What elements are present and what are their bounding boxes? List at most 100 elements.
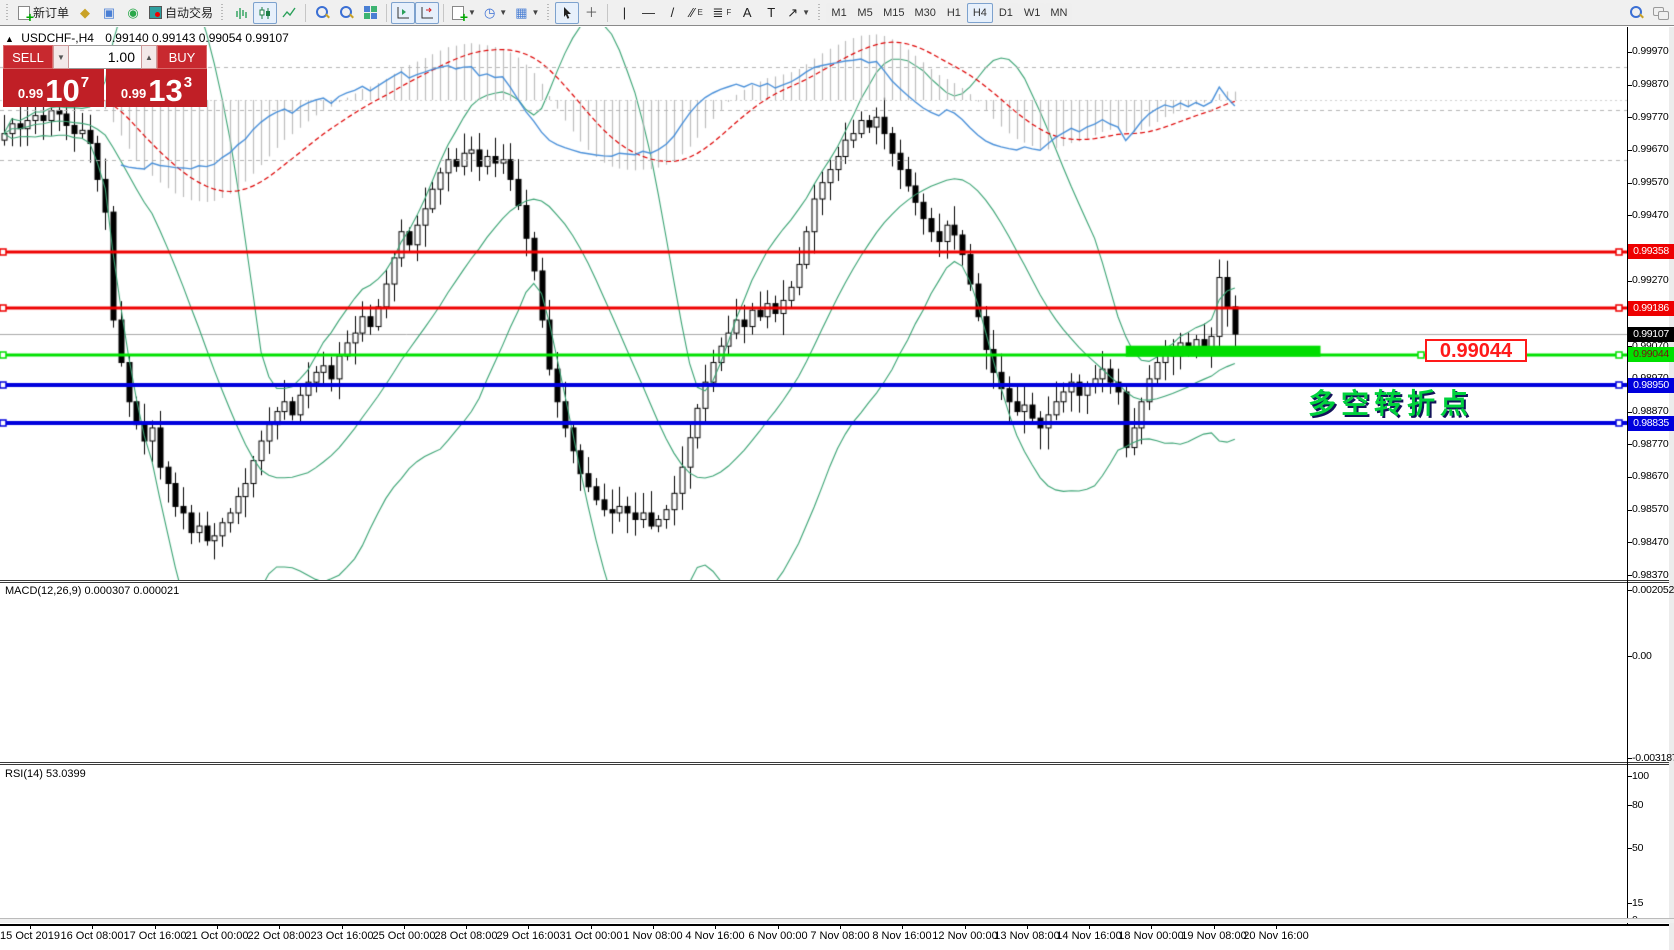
text-tool-button[interactable]: A <box>735 2 759 24</box>
horizontal-line-tool-button[interactable]: — <box>636 2 660 24</box>
timeframe-d1-button[interactable]: D1 <box>992 2 1019 23</box>
buy-button[interactable]: BUY <box>157 45 207 69</box>
timeframe-m30-button[interactable]: M30 <box>909 2 941 23</box>
clock-icon: ◷ <box>483 5 496 20</box>
sell-button[interactable]: SELL <box>3 45 53 69</box>
cursor-tool-button[interactable] <box>555 1 580 24</box>
toolbar-grip[interactable] <box>818 3 823 22</box>
timeframe-h4-button[interactable]: H4 <box>966 2 993 23</box>
new-order-button[interactable]: 新订单 <box>14 2 73 25</box>
toolbar-grip[interactable] <box>547 3 552 22</box>
price-tick-label: 0.99770 <box>1632 111 1669 123</box>
zoom-out-button[interactable] <box>334 2 358 24</box>
timeframe-mn-button[interactable]: MN <box>1045 2 1073 23</box>
price-tick-label: 0.98770 <box>1632 438 1669 450</box>
indicators-icon <box>452 5 468 25</box>
price-tick <box>1627 215 1632 216</box>
chart-window[interactable]: ▲ USDCHF-,H4 0.99140 0.99143 0.99054 0.9… <box>0 27 1674 950</box>
auto-scroll-button[interactable] <box>415 1 440 24</box>
arrows-tool-button[interactable]: ↗ ▼ <box>783 2 814 24</box>
monitor-icon: ▣ <box>102 5 116 20</box>
time-tick <box>653 925 654 929</box>
macd-tick-label: -0.003187 <box>1632 751 1674 764</box>
rsi-tick-label: 100 <box>1632 769 1649 782</box>
rsi-canvas[interactable] <box>0 27 1627 185</box>
trendline-tool-button[interactable]: / <box>660 2 684 24</box>
time-label: 13 Nov 08:00 <box>994 930 1060 942</box>
price-tick-label: 0.98570 <box>1632 503 1669 515</box>
panel-divider[interactable] <box>0 580 1674 581</box>
signal-globe-button[interactable]: ◉ <box>121 2 145 24</box>
candlestick-chart-button[interactable] <box>253 1 278 24</box>
panel-divider[interactable] <box>0 762 1674 763</box>
text-label-tool-button[interactable]: T <box>759 2 783 24</box>
timeframe-m5-button[interactable]: M5 <box>852 2 879 23</box>
zoom-in-button[interactable] <box>310 2 334 24</box>
collapse-panel-icon[interactable]: ▲ <box>5 34 14 44</box>
time-label: 25 Oct 00:00 <box>372 930 436 942</box>
timeframe-w1-button[interactable]: W1 <box>1018 2 1046 23</box>
new-order-label: 新订单 <box>33 6 70 20</box>
price-tick-label: 0.98370 <box>1632 569 1669 581</box>
search-button[interactable] <box>1624 2 1648 24</box>
line-chart-button[interactable] <box>277 2 301 24</box>
timeframe-h1-button[interactable]: H1 <box>940 2 967 23</box>
indicators-button[interactable]: ▼ <box>448 2 480 25</box>
volume-decrease-button[interactable]: ▼ <box>53 45 69 69</box>
time-tick <box>279 925 280 929</box>
time-tick <box>1276 925 1277 929</box>
time-label: 20 Nov 16:00 <box>1243 930 1309 942</box>
rsi-tick <box>1627 848 1632 849</box>
gold-ingot-button[interactable]: ◆ <box>73 2 97 24</box>
time-label: 19 Nov 08:00 <box>1181 930 1247 942</box>
sell-price-prefix: 0.99 <box>17 86 44 101</box>
chat-button[interactable] <box>1648 2 1672 24</box>
chart-header: ▲ USDCHF-,H4 0.99140 0.99143 0.99054 0.9… <box>5 31 289 45</box>
candlestick-chart-icon <box>259 6 271 19</box>
chevron-down-icon: ▼ <box>531 8 540 17</box>
autotrading-button[interactable]: 自动交易 <box>145 2 217 24</box>
buy-price-button[interactable]: 0.99 13 3 <box>106 69 207 107</box>
fibonacci-tool-button[interactable]: ≣ F <box>708 2 735 24</box>
time-tick <box>404 925 405 929</box>
toolbar-grip[interactable] <box>221 3 226 22</box>
templates-button[interactable]: ▦ ▼ <box>511 2 543 24</box>
time-label: 16 Oct 08:00 <box>60 930 124 942</box>
crosshair-tool-button[interactable]: ＋ <box>579 2 603 24</box>
timeframe-m15-button[interactable]: M15 <box>878 2 910 23</box>
macd-tick-label: 0.00 <box>1632 649 1652 662</box>
channel-tool-button[interactable]: ⁄⁄ E <box>684 2 708 24</box>
price-tick-label: 0.99970 <box>1632 45 1669 57</box>
time-tick <box>902 925 903 929</box>
rsi-label: RSI(14) 53.0399 <box>5 768 86 780</box>
tile-windows-button[interactable] <box>358 2 382 24</box>
horizontal-line-tool-icon: — <box>641 5 655 20</box>
bar-chart-button[interactable] <box>229 2 253 24</box>
chart-shift-icon <box>397 6 410 18</box>
cursor-icon <box>563 6 571 19</box>
trendline-tool-icon: / <box>670 5 675 20</box>
volume-input[interactable]: 1.00 <box>69 45 141 69</box>
tile-windows-icon <box>363 6 377 19</box>
time-label: 4 Nov 16:00 <box>685 930 745 942</box>
turning-point-annotation[interactable]: 多空转折点 <box>1308 388 1474 419</box>
rsi-tick-label: 50 <box>1632 841 1644 854</box>
toolbar-grip[interactable] <box>6 3 10 22</box>
time-tick <box>1151 925 1152 929</box>
sell-price-button[interactable]: 0.99 10 7 <box>3 69 104 107</box>
timeframe-m1-button[interactable]: M1 <box>826 2 853 23</box>
panel-divider[interactable] <box>0 582 1674 583</box>
price-tick <box>1627 281 1632 282</box>
price-tick-label: 0.99570 <box>1632 176 1669 188</box>
macd-tick <box>1627 590 1632 591</box>
price-annotation-box[interactable]: 0.99044 <box>1425 339 1527 362</box>
panel-divider[interactable] <box>0 764 1674 765</box>
time-label: 17 Oct 16:00 <box>123 930 187 942</box>
monitor-button[interactable]: ▣ <box>97 2 121 24</box>
price-tick-label: 0.98870 <box>1632 405 1669 417</box>
vertical-line-tool-button[interactable]: | <box>612 2 636 24</box>
periods-button[interactable]: ◷ ▼ <box>480 2 511 24</box>
line-price-label: 0.99358 <box>1628 244 1674 259</box>
chart-shift-button[interactable] <box>391 1 416 24</box>
volume-increase-button[interactable]: ▲ <box>141 45 157 69</box>
